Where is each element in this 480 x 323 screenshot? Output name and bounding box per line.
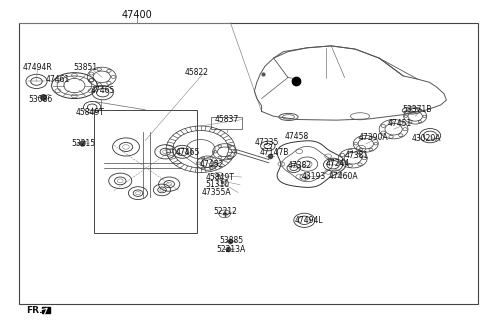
Text: FR.: FR.: [26, 306, 43, 315]
Text: 47465: 47465: [175, 148, 200, 157]
Text: 47452: 47452: [199, 160, 224, 169]
Text: 43193: 43193: [301, 172, 326, 181]
Text: 47400: 47400: [121, 10, 152, 19]
Text: 53885: 53885: [220, 236, 244, 245]
Text: 45822: 45822: [185, 68, 209, 77]
Text: 47465: 47465: [90, 86, 115, 95]
Text: 53215: 53215: [71, 139, 95, 148]
Text: 53086: 53086: [29, 95, 53, 104]
Text: 53851: 53851: [73, 63, 97, 72]
Text: 47458: 47458: [285, 132, 310, 141]
Text: 47335: 47335: [254, 138, 279, 147]
Bar: [19, 23, 478, 304]
Text: 45837: 45837: [215, 115, 239, 124]
Text: 47451: 47451: [388, 119, 412, 128]
Text: 52213A: 52213A: [216, 245, 245, 254]
Text: 45849T: 45849T: [205, 172, 234, 182]
Text: 53371B: 53371B: [402, 105, 432, 114]
Text: 47461: 47461: [46, 75, 70, 84]
Text: 47460A: 47460A: [329, 172, 359, 181]
Text: 47244: 47244: [325, 159, 350, 168]
Text: 52212: 52212: [214, 207, 238, 216]
Text: 47147B: 47147B: [259, 148, 288, 157]
Text: 47355A: 47355A: [202, 188, 231, 197]
Text: 47390A: 47390A: [359, 133, 389, 142]
Text: 47494R: 47494R: [23, 63, 53, 72]
Bar: [211, 117, 242, 129]
Text: 43020A: 43020A: [412, 134, 441, 143]
Text: 47382: 47382: [288, 161, 312, 170]
Text: 47381: 47381: [345, 151, 369, 160]
Bar: [42, 307, 50, 313]
Bar: [94, 110, 197, 233]
Text: 51310: 51310: [205, 180, 229, 189]
Text: 45849T: 45849T: [76, 108, 105, 117]
Text: 47494L: 47494L: [294, 216, 323, 225]
